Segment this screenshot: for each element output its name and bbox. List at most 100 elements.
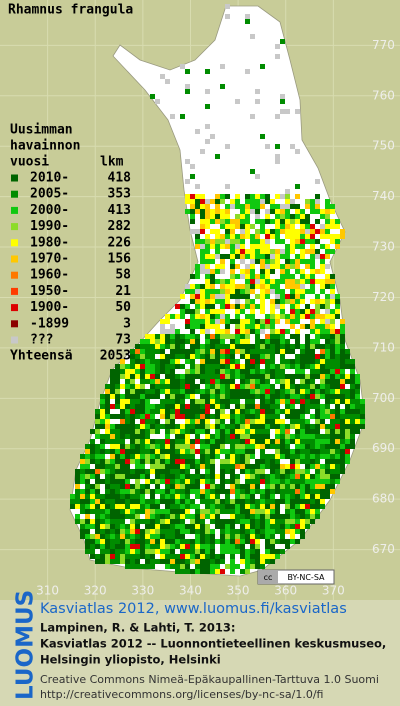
map-cell — [85, 549, 90, 554]
map-cell — [330, 314, 335, 319]
map-cell — [160, 529, 165, 534]
map-cell — [285, 244, 290, 249]
map-cell — [175, 409, 180, 414]
map-cell — [205, 239, 210, 244]
map-cell — [340, 439, 345, 444]
y-tick-label: 710 — [372, 340, 395, 354]
map-cell — [295, 434, 300, 439]
map-cell — [260, 499, 265, 504]
map-cell — [120, 429, 125, 434]
map-cell — [275, 44, 280, 49]
map-cell — [305, 454, 310, 459]
map-cell — [315, 484, 320, 489]
map-cell — [255, 469, 260, 474]
map-cell — [245, 324, 250, 329]
map-cell — [150, 539, 155, 544]
map-cell — [285, 519, 290, 524]
map-cell — [170, 549, 175, 554]
map-cell — [190, 414, 195, 419]
map-cell — [255, 499, 260, 504]
map-cell — [160, 439, 165, 444]
map-cell — [195, 404, 200, 409]
map-cell — [340, 349, 345, 354]
map-cell — [255, 464, 260, 469]
map-cell — [190, 164, 195, 169]
map-cell — [250, 434, 255, 439]
map-cell — [220, 284, 225, 289]
map-cell — [145, 489, 150, 494]
map-cell — [270, 549, 275, 554]
map-cell — [320, 264, 325, 269]
map-cell — [115, 394, 120, 399]
map-cell — [100, 539, 105, 544]
map-cell — [270, 489, 275, 494]
map-cell — [150, 534, 155, 539]
map-cell — [270, 454, 275, 459]
map-cell — [115, 399, 120, 404]
map-cell — [185, 494, 190, 499]
map-cell — [245, 514, 250, 519]
map-cell — [330, 414, 335, 419]
map-cell — [180, 339, 185, 344]
map-cell — [220, 549, 225, 554]
map-cell — [200, 409, 205, 414]
map-cell — [250, 374, 255, 379]
map-cell — [125, 529, 130, 534]
map-cell — [190, 539, 195, 544]
map-cell — [180, 394, 185, 399]
map-cell — [195, 274, 200, 279]
map-cell — [285, 499, 290, 504]
map-cell — [310, 389, 315, 394]
map-cell — [180, 454, 185, 459]
map-cell — [185, 564, 190, 569]
map-cell — [270, 374, 275, 379]
map-cell — [215, 199, 220, 204]
map-cell — [220, 499, 225, 504]
map-cell — [180, 114, 185, 119]
map-cell — [215, 569, 220, 574]
map-cell — [205, 274, 210, 279]
map-cell — [205, 294, 210, 299]
map-cell — [270, 304, 275, 309]
map-cell — [320, 494, 325, 499]
map-cell — [300, 529, 305, 534]
map-cell — [275, 294, 280, 299]
map-cell — [210, 414, 215, 419]
map-cell — [270, 494, 275, 499]
map-cell — [175, 464, 180, 469]
map-cell — [255, 284, 260, 289]
legend-count: 58 — [115, 268, 131, 283]
legend-swatch — [11, 255, 18, 263]
map-cell — [355, 399, 360, 404]
map-cell — [115, 539, 120, 544]
map-cell — [160, 534, 165, 539]
map-cell — [260, 369, 265, 374]
map-cell — [250, 344, 255, 349]
map-cell — [310, 519, 315, 524]
map-cell — [105, 399, 110, 404]
map-cell — [245, 409, 250, 414]
map-cell — [260, 254, 265, 259]
map-cell — [270, 524, 275, 529]
map-cell — [290, 239, 295, 244]
map-cell — [295, 204, 300, 209]
map-cell — [290, 334, 295, 339]
map-cell — [205, 534, 210, 539]
map-cell — [265, 419, 270, 424]
map-cell — [210, 349, 215, 354]
map-cell — [125, 434, 130, 439]
map-cell — [155, 364, 160, 369]
map-cell — [245, 214, 250, 219]
map-cell — [130, 434, 135, 439]
map-cell — [250, 289, 255, 294]
map-cell — [135, 384, 140, 389]
license-url[interactable]: http://creativecommons.org/licenses/by-n… — [40, 688, 323, 701]
map-cell — [175, 559, 180, 564]
map-cell — [255, 174, 260, 179]
link[interactable]: Kasviatlas 2012, www.luomus.fi/kasviatla… — [40, 601, 347, 617]
map-cell — [225, 294, 230, 299]
map-cell — [280, 474, 285, 479]
map-cell — [160, 384, 165, 389]
map-cell — [330, 384, 335, 389]
map-cell — [300, 389, 305, 394]
